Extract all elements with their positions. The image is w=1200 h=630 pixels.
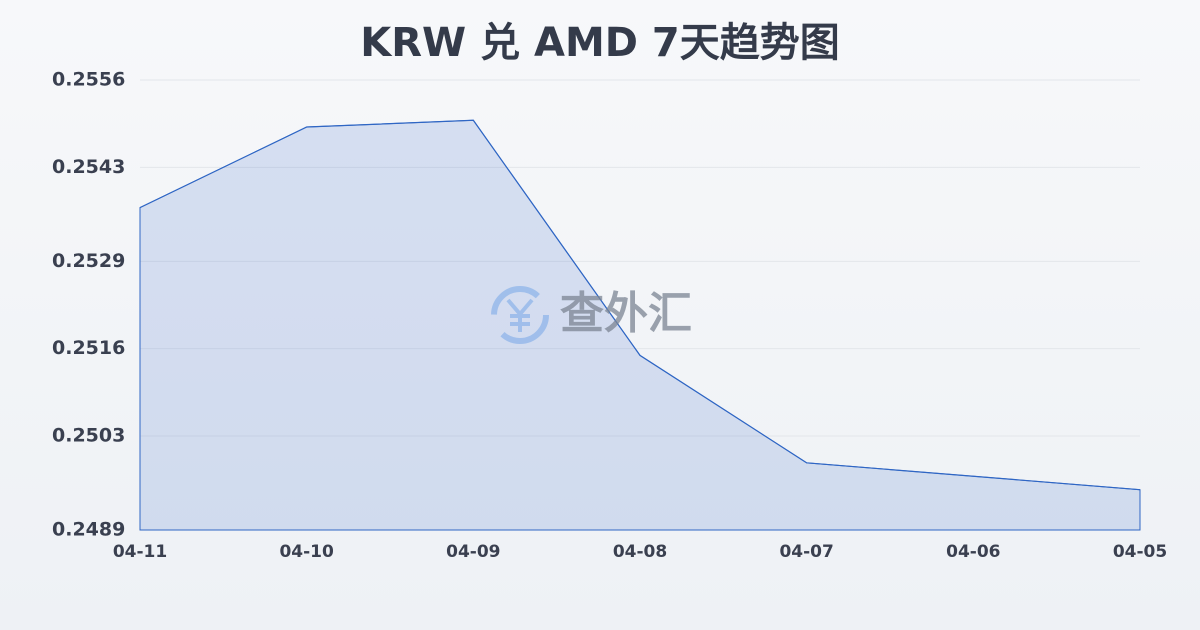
- y-tick-label: 0.2489: [52, 519, 125, 541]
- watermark-icon: [491, 286, 549, 344]
- y-tick-label: 0.2503: [52, 424, 125, 446]
- x-tick-label: 04-05: [1113, 542, 1167, 562]
- x-tick-label: 04-07: [779, 542, 833, 562]
- line: [139, 119, 1141, 491]
- watermark: 查外汇: [491, 286, 692, 344]
- y-tick-label: 0.2556: [52, 69, 125, 91]
- watermark-icon: [506, 298, 534, 332]
- x-tick-label: 04-09: [446, 542, 500, 562]
- y-tick-label: 0.2543: [52, 156, 125, 178]
- x-tick-label: 04-10: [279, 542, 334, 562]
- x-tick-label: 04-08: [613, 542, 667, 562]
- chart-title: KRW 兑 AMD 7天趋势图: [360, 20, 840, 66]
- y-tick-label: 0.2516: [52, 337, 125, 359]
- watermark-text: 查外汇: [560, 288, 692, 339]
- y-tick-label: 0.2529: [52, 250, 125, 272]
- x-tick-label: 04-06: [946, 542, 1000, 562]
- x-tick-label: 04-11: [113, 542, 167, 562]
